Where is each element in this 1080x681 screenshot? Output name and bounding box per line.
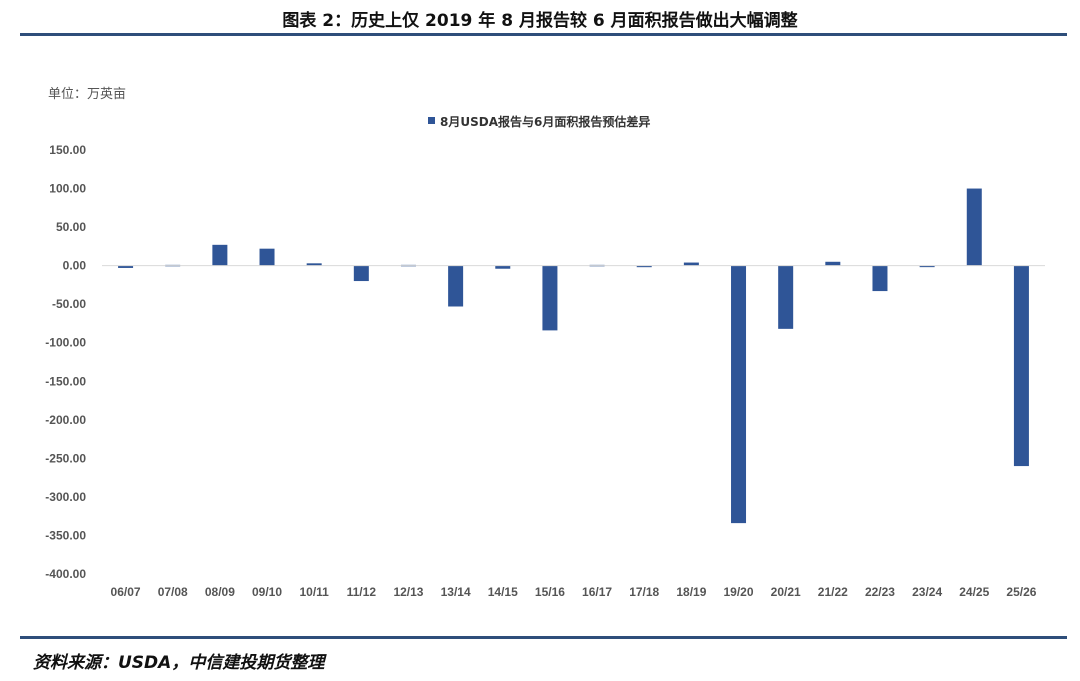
bar-18-19 <box>683 262 699 266</box>
legend: 8月USDA报告与6月面积报告预估差异 <box>428 114 650 129</box>
bar-06-07 <box>118 265 134 268</box>
y-tick-label: 50.00 <box>56 220 86 234</box>
bar-19-20 <box>731 265 747 524</box>
y-tick-label: -200.00 <box>45 413 86 427</box>
x-tick-label: 24/25 <box>959 585 989 599</box>
bottom-divider <box>20 636 1067 639</box>
bar-11-12 <box>353 265 369 282</box>
bar-24-25 <box>966 188 982 266</box>
x-tick-label: 23/24 <box>912 585 942 599</box>
y-tick-label: -50.00 <box>52 297 86 311</box>
top-divider <box>20 33 1067 36</box>
bar-08-09 <box>212 244 228 266</box>
bar-21-22 <box>825 261 841 266</box>
x-tick-label: 14/15 <box>488 585 518 599</box>
bar-23-24 <box>919 265 935 268</box>
chart-title: 图表 2：历史上仅 2019 年 8 月报告较 6 月面积报告做出大幅调整 <box>282 11 798 31</box>
x-tick-label: 07/08 <box>158 585 188 599</box>
y-tick-label: -300.00 <box>45 490 86 504</box>
x-tick-label: 08/09 <box>205 585 235 599</box>
x-tick-label: 12/13 <box>393 585 423 599</box>
x-tick-label: 15/16 <box>535 585 565 599</box>
bar-10-11 <box>306 263 322 266</box>
bar-17-18 <box>636 265 652 268</box>
y-tick-label: -150.00 <box>45 374 86 388</box>
bars <box>118 188 1029 524</box>
x-tick-label: 25/26 <box>1006 585 1036 599</box>
source-note: 资料来源：USDA，中信建投期货整理 <box>33 653 325 673</box>
legend-swatch <box>428 117 435 124</box>
x-tick-label: 11/12 <box>347 585 377 599</box>
y-axis-ticks: 150.00 100.00 50.00 0.00 -50.00 -100.00 -150.0… <box>45 143 86 581</box>
x-tick-label: 17/18 <box>629 585 659 599</box>
y-tick-label: -250.00 <box>45 451 86 465</box>
x-tick-label: 19/20 <box>724 585 754 599</box>
bar-15-16 <box>542 265 558 331</box>
legend-label: 8月USDA报告与6月面积报告预估差异 <box>440 114 650 129</box>
bar-22-23 <box>872 265 888 292</box>
x-tick-label: 06/07 <box>111 585 141 599</box>
unit-label: 单位：万英亩 <box>48 87 127 102</box>
bar-25-26 <box>1013 265 1029 467</box>
x-tick-label: 20/21 <box>771 585 801 599</box>
x-tick-label: 13/14 <box>441 585 471 599</box>
y-tick-label: -350.00 <box>45 528 86 542</box>
bar-20-21 <box>778 265 794 329</box>
x-tick-label: 10/11 <box>299 585 329 599</box>
x-tick-label: 18/19 <box>676 585 706 599</box>
y-tick-label: 100.00 <box>49 182 86 196</box>
bar-13-14 <box>448 265 464 307</box>
x-tick-label: 21/22 <box>818 585 848 599</box>
y-tick-label: -100.00 <box>45 336 86 350</box>
y-tick-label: -400.00 <box>45 567 86 581</box>
x-tick-label: 16/17 <box>582 585 612 599</box>
bar-09-10 <box>259 248 275 266</box>
x-tick-label: 22/23 <box>865 585 895 599</box>
bar-14-15 <box>495 265 511 269</box>
x-axis-ticks: 06/07 07/08 08/09 09/10 10/11 11/12 12/13 13/14… <box>111 585 1037 599</box>
y-tick-label: 0.00 <box>63 259 87 273</box>
x-tick-label: 09/10 <box>252 585 282 599</box>
y-tick-label: 150.00 <box>49 143 86 157</box>
